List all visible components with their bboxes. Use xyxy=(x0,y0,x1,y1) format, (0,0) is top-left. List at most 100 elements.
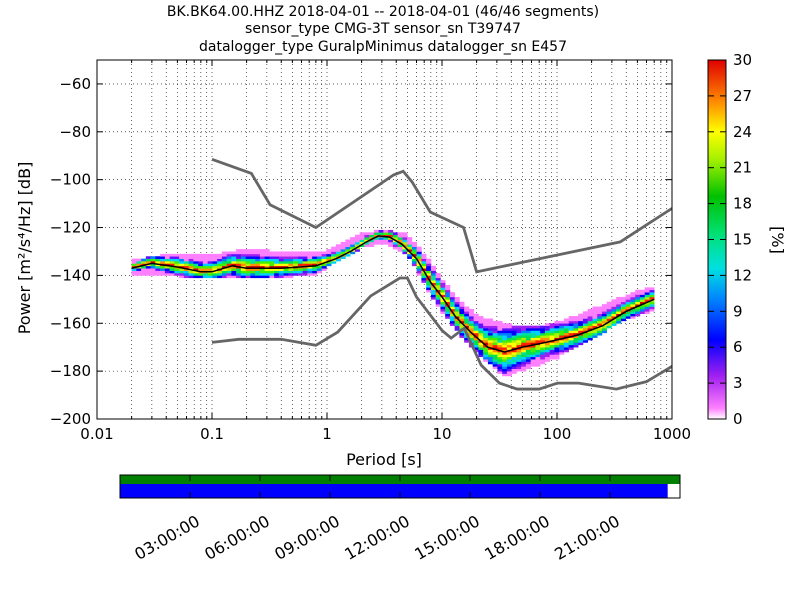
psd-cell xyxy=(345,246,351,250)
psd-cell xyxy=(421,253,427,257)
psd-cell xyxy=(521,325,527,329)
psd-cell xyxy=(392,234,398,238)
psd-cell xyxy=(312,253,318,257)
psd-cell xyxy=(350,251,356,255)
psd-cell xyxy=(188,263,194,267)
psd-cell xyxy=(155,258,161,262)
psd-cell xyxy=(540,356,546,360)
psd-cell xyxy=(587,311,593,314)
psd-cell xyxy=(511,366,517,370)
psd-cell xyxy=(511,344,517,348)
psd-cell xyxy=(164,268,170,271)
psd-cell xyxy=(506,325,512,329)
psd-cell xyxy=(350,244,356,247)
psd-cell xyxy=(592,328,598,331)
psd-cell xyxy=(193,256,199,259)
psd-cell xyxy=(497,359,503,362)
psd-cell xyxy=(506,323,512,326)
psd-cell xyxy=(478,330,484,334)
psd-cell xyxy=(530,356,536,360)
psd-cell xyxy=(573,344,579,348)
psd-cell xyxy=(506,337,512,341)
psd-cell xyxy=(511,330,517,334)
psd-cell xyxy=(468,323,474,326)
psd-cell xyxy=(212,263,218,267)
psd-cell xyxy=(502,337,508,341)
psd-cell xyxy=(483,356,489,360)
psd-cell xyxy=(245,273,251,276)
psd-cell xyxy=(525,347,531,350)
colorbar-tick-label: 18 xyxy=(733,195,752,213)
psd-cell xyxy=(635,304,641,307)
psd-cell xyxy=(568,347,574,350)
psd-cell xyxy=(297,263,303,267)
psd-cell xyxy=(639,294,645,298)
psd-cell xyxy=(549,351,555,355)
psd-cell xyxy=(354,244,360,247)
psd-cell xyxy=(293,270,299,274)
psd-cell xyxy=(625,313,631,317)
psd-cell xyxy=(449,294,455,298)
psd-cell xyxy=(307,268,313,271)
psd-cell xyxy=(620,313,626,317)
psd-cell xyxy=(364,244,370,247)
x-tick-label: 1 xyxy=(322,425,332,443)
psd-cell xyxy=(630,311,636,314)
psd-cell xyxy=(179,261,185,264)
psd-cell xyxy=(578,342,584,346)
psd-cell xyxy=(601,328,607,331)
psd-cell xyxy=(511,363,517,367)
psd-cell xyxy=(217,258,223,262)
psd-cell xyxy=(307,263,313,267)
colorbar-tick-label: 24 xyxy=(733,123,752,141)
psd-cell xyxy=(478,323,484,326)
psd-cell xyxy=(259,268,265,271)
psd-cell xyxy=(644,289,650,293)
psd-cell xyxy=(283,251,289,255)
psd-cell xyxy=(345,249,351,252)
psd-cell xyxy=(521,347,527,350)
psd-cell xyxy=(530,337,536,341)
psd-cell xyxy=(483,318,489,322)
psd-cell xyxy=(606,316,612,319)
psd-cell xyxy=(620,306,626,310)
psd-cell xyxy=(487,330,493,334)
psd-cell xyxy=(601,313,607,317)
psd-cell xyxy=(188,270,194,274)
psd-cell xyxy=(516,361,522,365)
psd-cell xyxy=(250,249,256,252)
psd-cell xyxy=(630,301,636,305)
psd-cell xyxy=(145,258,151,262)
psd-cell xyxy=(616,301,622,305)
psd-cell xyxy=(407,253,413,257)
psd-cell xyxy=(350,239,356,243)
psd-cell xyxy=(473,332,479,336)
psd-cell xyxy=(620,296,626,300)
psd-cell xyxy=(559,351,565,355)
psd-cell xyxy=(174,268,180,271)
psd-cell xyxy=(521,368,527,372)
psd-cell xyxy=(440,308,446,312)
psd-cell xyxy=(492,325,498,329)
psd-cell xyxy=(302,251,308,255)
psd-cell xyxy=(274,275,280,279)
psd-cell xyxy=(435,296,441,300)
psd-cell xyxy=(217,253,223,257)
psd-cell xyxy=(573,332,579,336)
psd-cell xyxy=(369,241,375,245)
psd-cell xyxy=(316,265,322,269)
psd-cell xyxy=(644,292,650,295)
psd-cell xyxy=(502,373,508,377)
psd-cell xyxy=(492,351,498,355)
psd-cell xyxy=(269,268,275,271)
psd-cell xyxy=(492,366,498,370)
psd-cell xyxy=(255,268,261,271)
psd-cell xyxy=(582,340,588,343)
psd-cell xyxy=(511,368,517,372)
psd-cell xyxy=(274,253,280,257)
psd-cell xyxy=(525,325,531,329)
psd-cell xyxy=(402,239,408,243)
psd-cell xyxy=(141,273,147,276)
psd-cell xyxy=(245,249,251,252)
mode-curve xyxy=(131,235,655,353)
